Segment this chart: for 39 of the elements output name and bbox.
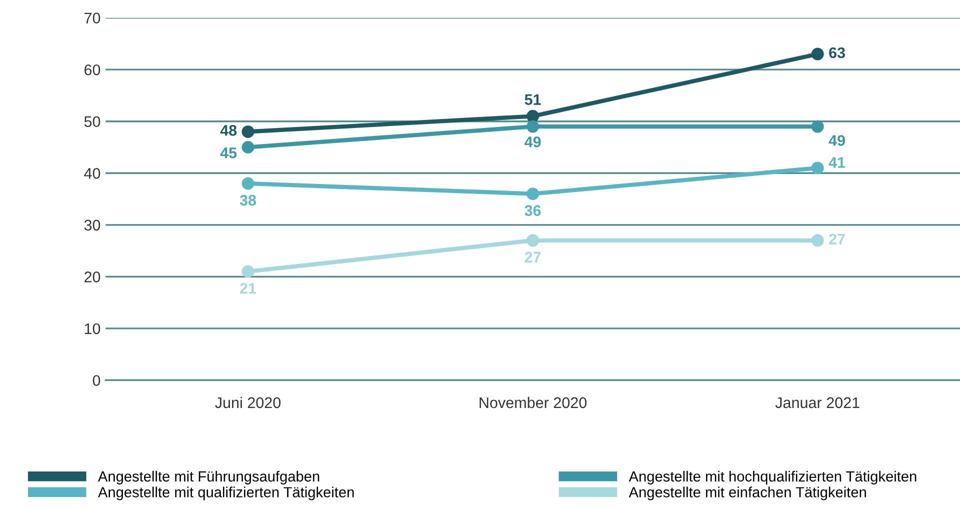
legend-label: Angestellte mit hochqualifizierten Tätigkeiten: [628, 470, 916, 484]
y-tick-label: 50: [84, 116, 100, 128]
data-label: 49: [828, 135, 845, 146]
point: [242, 265, 254, 278]
data-label: 27: [524, 252, 541, 262]
point: [242, 177, 254, 190]
data-label: 51: [524, 94, 541, 106]
y-tick-label: 0: [92, 375, 100, 386]
y-tick-label: 40: [84, 168, 100, 179]
y-tick-label: 70: [84, 12, 100, 24]
point: [526, 188, 540, 200]
point: [526, 120, 540, 133]
point: [811, 234, 824, 247]
data-label: 41: [828, 157, 846, 168]
point: [811, 120, 824, 133]
data-label: 45: [220, 148, 237, 158]
y-tick-label: 30: [84, 220, 100, 231]
point: [526, 110, 540, 122]
data-label: 36: [524, 205, 541, 216]
point: [242, 125, 254, 138]
y-tick-label: 10: [84, 323, 100, 334]
x-tick-label: Januar 2021: [775, 397, 860, 408]
point: [526, 234, 540, 247]
point: [242, 140, 254, 154]
data-label: 48: [220, 124, 237, 136]
point: [811, 48, 824, 60]
point: [811, 162, 824, 174]
data-label: 27: [829, 234, 845, 244]
data-label: 49: [524, 136, 541, 148]
data-label: 38: [240, 194, 256, 206]
legend-label: Angestellte mit einfachen Tätigkeiten: [628, 486, 866, 500]
y-tick-label: 20: [84, 272, 100, 282]
y-tick-label: 60: [84, 64, 100, 76]
x-tick-label: Juni 2020: [215, 396, 281, 408]
x-tick-label: November 2020: [480, 396, 587, 408]
legend-label: Angestellte mit Führungsaufgaben: [98, 470, 320, 484]
legend-label: Angestellte mit qualifizierten Tätigkeiten: [98, 486, 354, 500]
data-label: 63: [829, 47, 845, 58]
data-label: 21: [240, 282, 256, 294]
